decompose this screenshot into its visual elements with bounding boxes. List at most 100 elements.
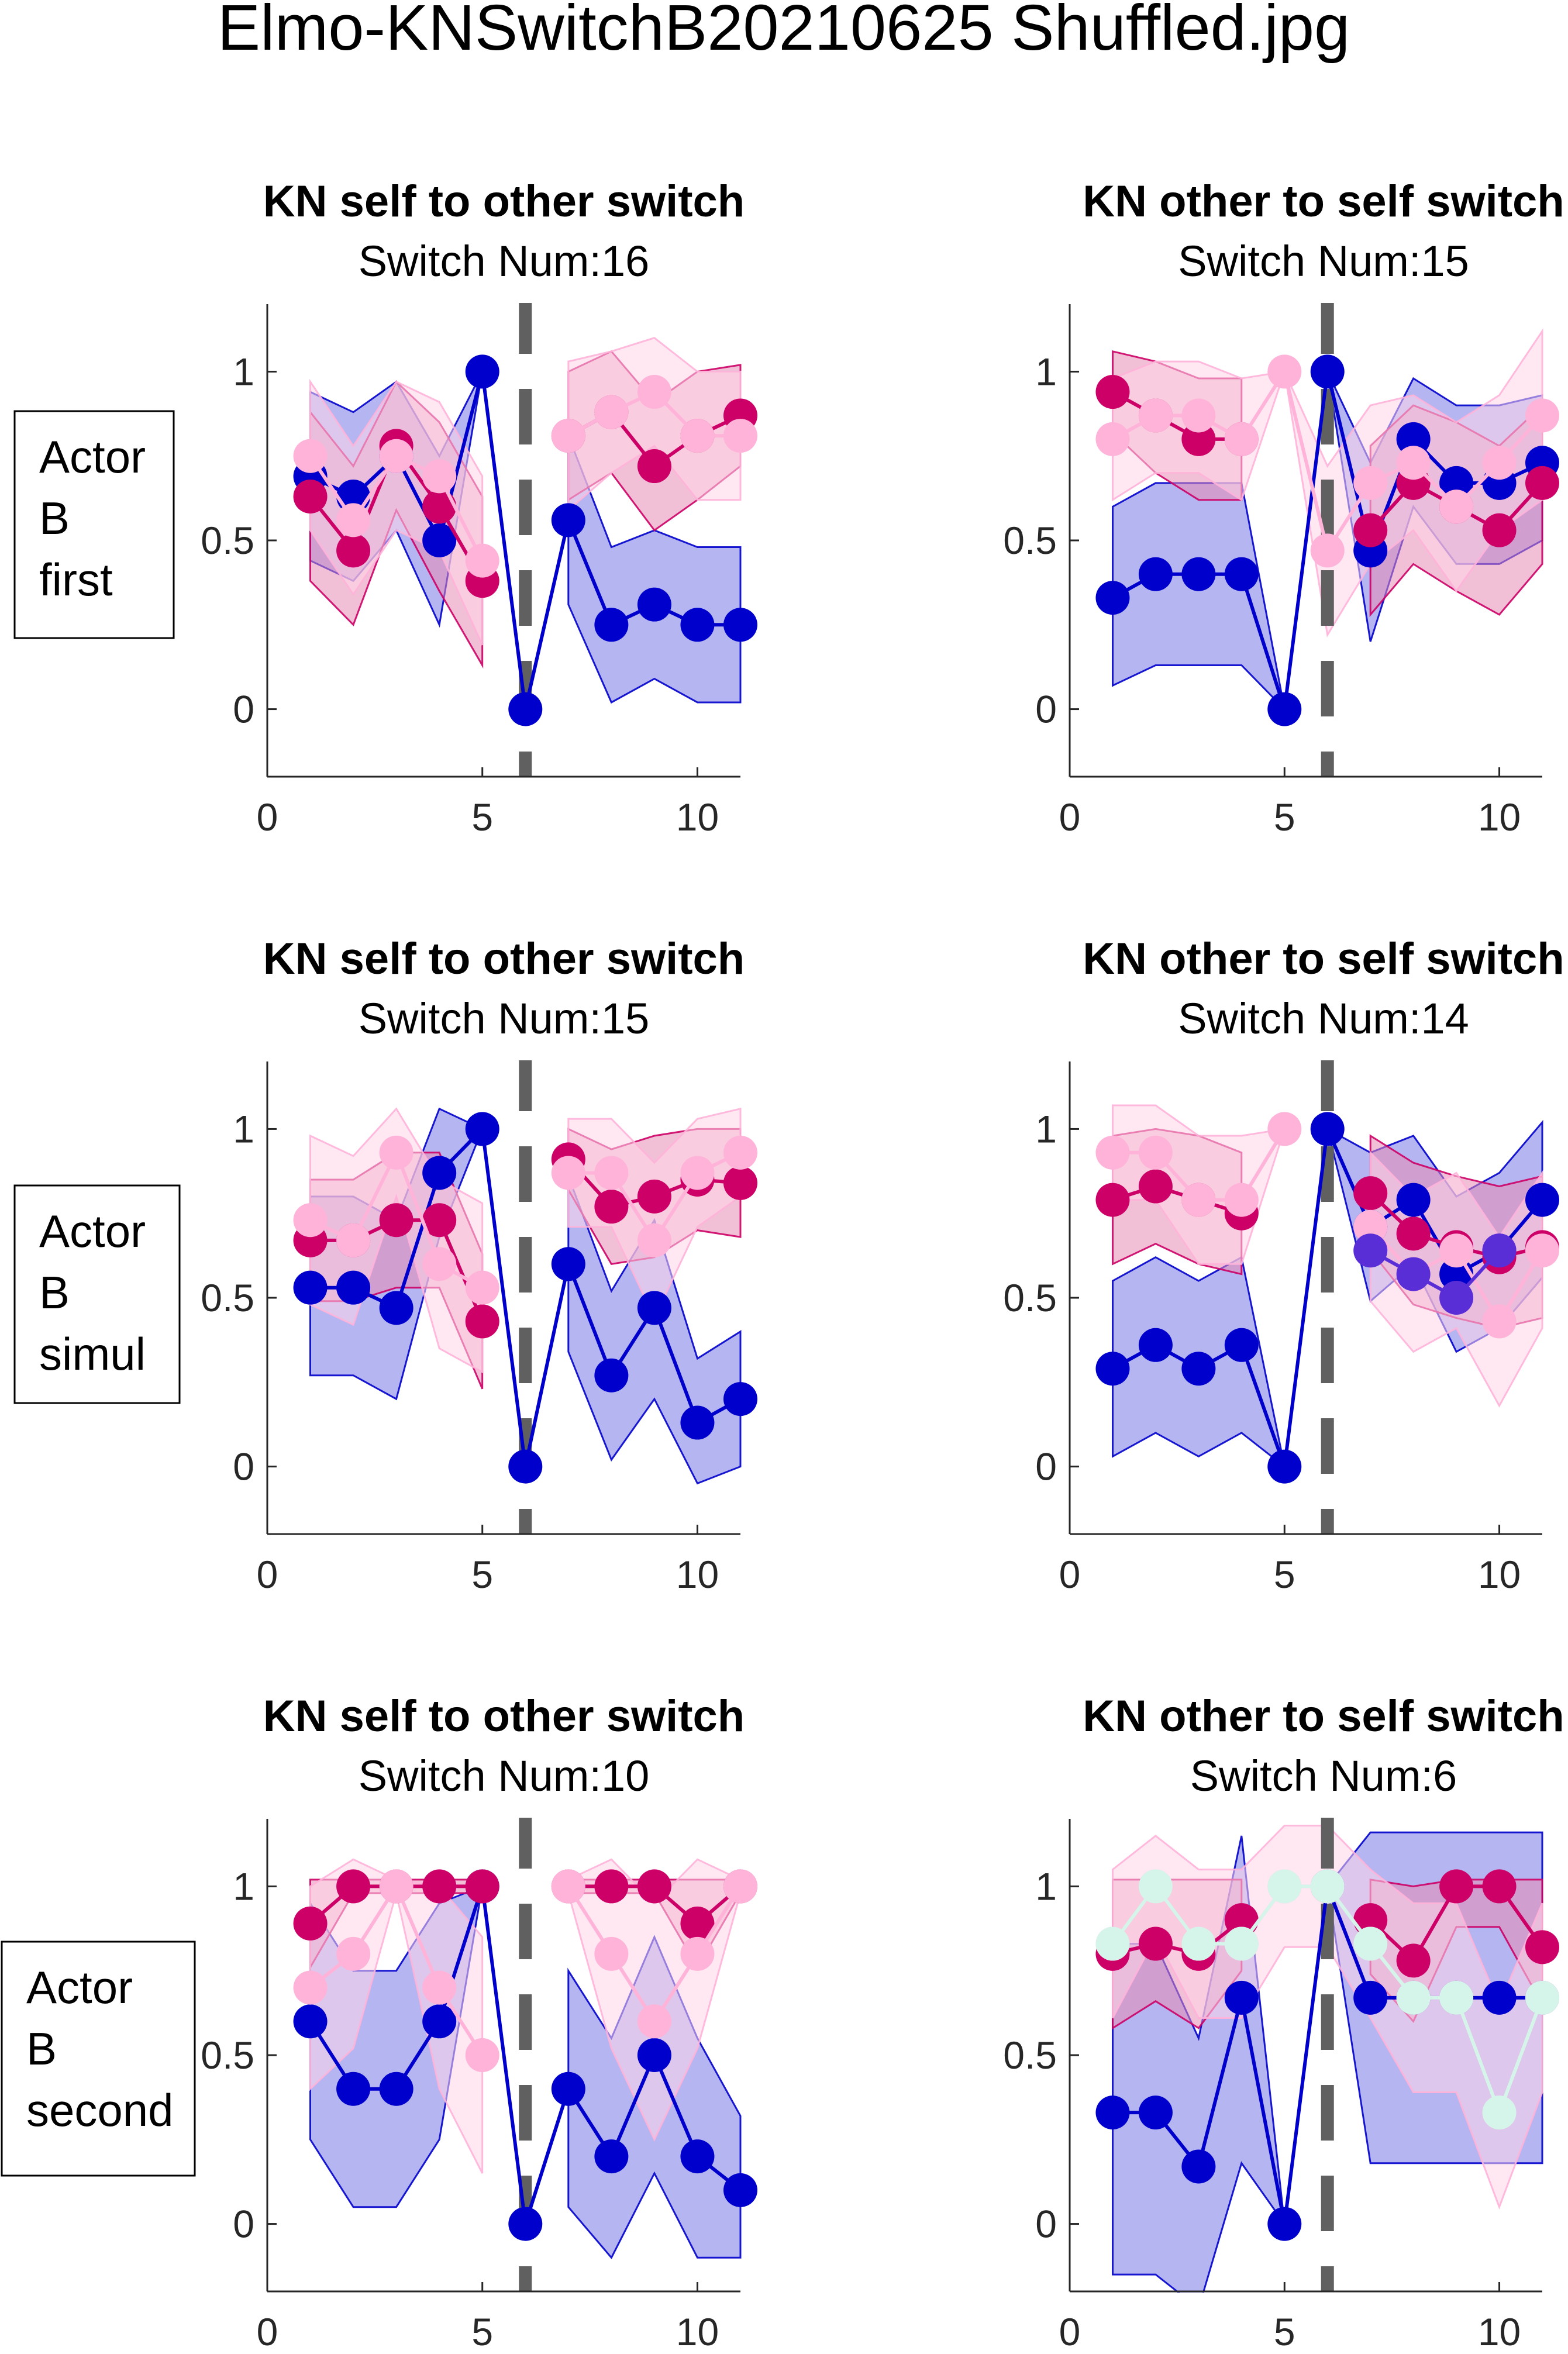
row-label-line: Actor: [26, 1962, 133, 2013]
data-point: [1396, 422, 1431, 456]
y-tick-label: 1: [233, 350, 254, 393]
data-point: [422, 2004, 457, 2039]
y-tick-label: 0.5: [1003, 2034, 1057, 2077]
data-point: [637, 375, 671, 409]
data-point: [1439, 1281, 1474, 1315]
data-point: [551, 1156, 585, 1190]
data-point: [1095, 581, 1130, 615]
data-point: [1095, 375, 1130, 409]
confidence-band-3: [309, 378, 484, 646]
data-point: [1396, 1183, 1431, 1217]
data-point: [551, 1247, 585, 1281]
data-point: [1224, 1183, 1259, 1217]
data-point: [637, 1223, 671, 1257]
data-point: [1353, 1176, 1388, 1211]
data-point: [1181, 1352, 1216, 1386]
data-point: [1525, 1980, 1559, 2015]
data-point: [680, 1936, 715, 1971]
figure-title: Elmo-KNSwitchB20210625 Shuffled.jpg: [218, 0, 1350, 64]
panel-subtitle: Switch Num:16: [359, 237, 650, 285]
data-point: [1353, 513, 1388, 547]
x-tick-label: 0: [1059, 795, 1081, 839]
confidence-band-3: [567, 337, 742, 512]
data-point: [1138, 398, 1173, 433]
data-point: [723, 1135, 757, 1170]
data-point: [637, 587, 671, 622]
data-point: [1224, 1903, 1259, 1938]
data-point: [465, 1270, 499, 1305]
data-point: [1224, 1980, 1259, 2015]
row-label-line: first: [39, 554, 113, 605]
data-point: [551, 1869, 585, 1904]
data-point: [336, 1869, 371, 1904]
data-point: [1095, 1183, 1130, 1217]
data-point: [1310, 1112, 1345, 1146]
data-point: [1267, 1112, 1302, 1146]
panel-title: KN self to other switch: [263, 934, 745, 984]
y-tick-label: 0.5: [201, 519, 254, 562]
data-point: [336, 503, 371, 537]
data-point: [336, 1223, 371, 1257]
data-point: [465, 354, 499, 389]
chart-panel-3: 0 5 10 0 0.5 1 KN self to other switch Switch N…: [201, 934, 757, 1596]
data-point: [1396, 446, 1431, 480]
data-point: [1396, 1943, 1431, 1978]
panel-subtitle: Switch Num:15: [359, 994, 650, 1043]
data-point: [1181, 1926, 1216, 1961]
data-point: [422, 459, 457, 494]
data-point: [637, 2038, 671, 2072]
data-point: [293, 1203, 328, 1238]
data-point: [1181, 422, 1216, 456]
row-label-line: Actor: [39, 431, 146, 482]
plot-area: [1095, 303, 1559, 777]
data-point: [1138, 557, 1173, 591]
x-tick-label: 0: [257, 1553, 278, 1596]
x-tick-label: 10: [676, 1553, 719, 1596]
data-point: [1310, 354, 1345, 389]
data-point: [336, 1936, 371, 1971]
data-point: [1525, 1183, 1559, 1217]
data-point: [723, 608, 757, 642]
data-point: [336, 1270, 371, 1305]
data-point: [594, 1869, 629, 1904]
data-point: [680, 1906, 715, 1941]
data-point: [379, 2072, 413, 2106]
data-point: [336, 533, 371, 568]
data-point: [551, 2072, 585, 2106]
confidence-band-3: [309, 1107, 484, 1374]
data-point: [1181, 398, 1216, 433]
panel-subtitle: Switch Num:15: [1178, 237, 1469, 285]
data-point: [1482, 2095, 1517, 2130]
x-tick-label: 10: [676, 795, 719, 839]
y-tick-label: 1: [233, 1107, 254, 1150]
panel-subtitle: Switch Num:10: [359, 1752, 650, 1800]
data-point: [1439, 1233, 1474, 1268]
data-point: [1138, 1869, 1173, 1904]
data-point: [1138, 2095, 1173, 2130]
x-tick-label: 5: [471, 795, 493, 839]
data-point: [1181, 557, 1216, 591]
data-point: [465, 2038, 499, 2072]
y-tick-label: 0: [233, 688, 254, 731]
x-tick-label: 10: [1478, 795, 1521, 839]
data-point: [1224, 422, 1259, 456]
panel-title: KN self to other switch: [263, 177, 745, 226]
data-point: [594, 1936, 629, 1971]
data-point: [1095, 422, 1130, 456]
data-point: [293, 479, 328, 513]
data-point: [723, 1166, 757, 1200]
data-point: [680, 1405, 715, 1440]
data-point: [293, 439, 328, 473]
y-tick-label: 0.5: [201, 2034, 254, 2077]
plot-area: [1095, 1060, 1559, 1534]
data-point: [1095, 1926, 1130, 1961]
data-point: [379, 1869, 413, 1904]
data-point: [723, 1869, 757, 1904]
data-point: [723, 419, 757, 453]
row-label-box: [13, 410, 175, 639]
data-point: [680, 1156, 715, 1190]
panel-subtitle: Switch Num:14: [1178, 994, 1469, 1043]
data-point: [1353, 466, 1388, 500]
